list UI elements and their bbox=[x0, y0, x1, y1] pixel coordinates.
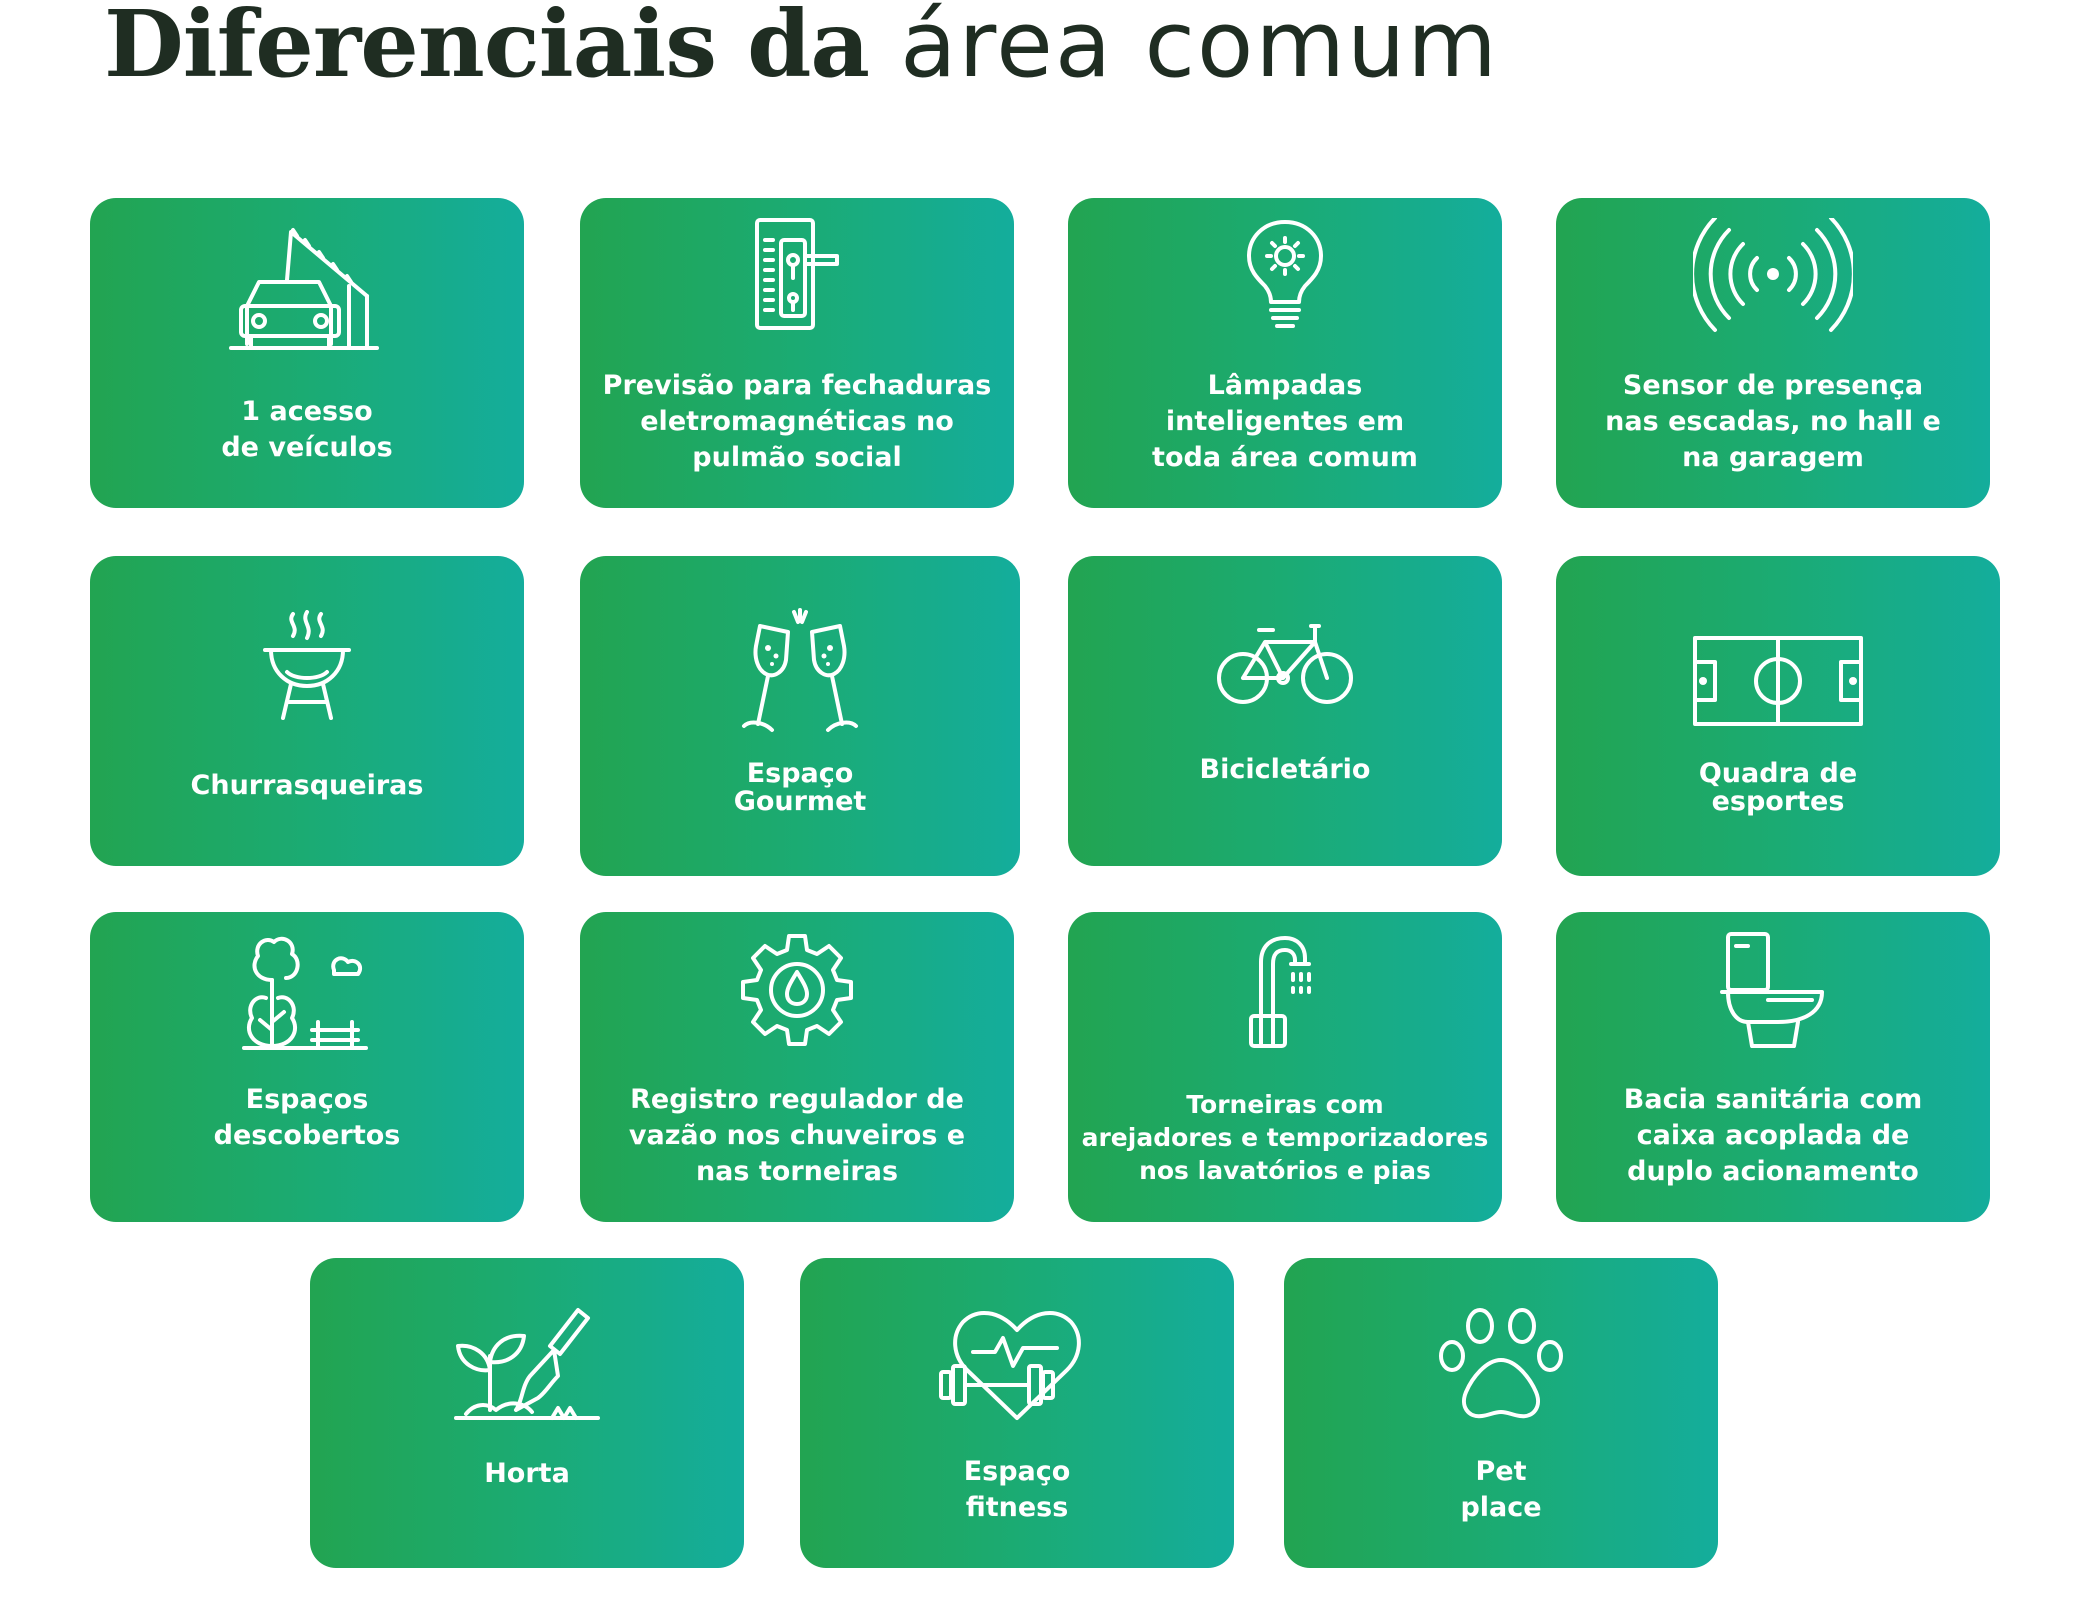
smart-bulb-icon bbox=[1235, 216, 1335, 336]
card-label: Churrasqueiras bbox=[190, 770, 424, 801]
card-label: Sensor de presença nas escadas, no hall … bbox=[1605, 370, 1941, 473]
card-label: Quadra de esportes bbox=[1698, 758, 1858, 817]
gear-drop-icon bbox=[737, 930, 857, 1050]
card-label: Torneiras com arejadores e temporizadore… bbox=[1081, 1090, 1489, 1185]
sports-court-icon bbox=[1693, 636, 1863, 726]
card-label: Registro regulador de vazão nos chuveiro… bbox=[628, 1084, 966, 1187]
card-toilet: Bacia sanitária com caixa acoplada de du… bbox=[1556, 912, 1990, 1222]
card-pet-place: Pet place bbox=[1284, 1258, 1718, 1568]
champagne-toast-icon bbox=[730, 608, 870, 738]
page-title-light: área comum bbox=[900, 0, 1499, 98]
card-electronic-lock: Previsão para fechaduras eletromagnética… bbox=[580, 198, 1014, 508]
card-vehicle-access: 1 acesso de veículos bbox=[90, 198, 524, 508]
tree-bench-icon bbox=[242, 934, 372, 1054]
presence-sensor-icon bbox=[1693, 218, 1853, 334]
bicycle-icon bbox=[1215, 620, 1355, 710]
card-barbecue: Churrasqueiras bbox=[90, 556, 524, 866]
card-label: Previsão para fechaduras eletromagnética… bbox=[602, 370, 992, 473]
card-presence-sensor: Sensor de presença nas escadas, no hall … bbox=[1556, 198, 1990, 508]
card-label: Espaço fitness bbox=[963, 1456, 1071, 1523]
card-sports-court: Quadra de esportes bbox=[1556, 556, 2000, 876]
card-bike-rack: Bicicletário bbox=[1068, 556, 1502, 866]
garden-trowel-icon bbox=[452, 1306, 602, 1426]
card-open-spaces: Espaços descobertos bbox=[90, 912, 524, 1222]
card-faucets: Torneiras com arejadores e temporizadore… bbox=[1068, 912, 1502, 1222]
card-label: Pet place bbox=[1460, 1456, 1542, 1523]
card-label: Horta bbox=[484, 1458, 570, 1489]
card-label: Espaços descobertos bbox=[213, 1084, 401, 1151]
toilet-icon bbox=[1718, 930, 1828, 1050]
card-gourmet: Espaço Gourmet bbox=[580, 556, 1020, 876]
page-title-bold: Diferenciais da bbox=[104, 0, 870, 98]
card-label: Espaço Gourmet bbox=[733, 758, 867, 817]
card-label: Bacia sanitária com caixa acoplada de du… bbox=[1623, 1084, 1923, 1187]
card-smart-lamps: Lâmpadas inteligentes em toda área comum bbox=[1068, 198, 1502, 508]
page-title: Diferenciais da área comum bbox=[104, 0, 1499, 95]
heart-dumbbell-icon bbox=[937, 1306, 1097, 1426]
car-barrier-icon bbox=[227, 224, 387, 364]
faucet-icon bbox=[1245, 932, 1325, 1052]
card-vegetable-garden: Horta bbox=[310, 1258, 744, 1568]
electronic-door-lock-icon bbox=[747, 216, 847, 336]
grill-icon bbox=[257, 610, 357, 720]
card-fitness: Espaço fitness bbox=[800, 1258, 1234, 1568]
card-label: Bicicletário bbox=[1199, 754, 1371, 785]
card-label: Lâmpadas inteligentes em toda área comum bbox=[1152, 370, 1418, 473]
card-flow-regulator: Registro regulador de vazão nos chuveiro… bbox=[580, 912, 1014, 1222]
paw-icon bbox=[1436, 1306, 1566, 1426]
card-label: 1 acesso de veículos bbox=[221, 396, 393, 463]
